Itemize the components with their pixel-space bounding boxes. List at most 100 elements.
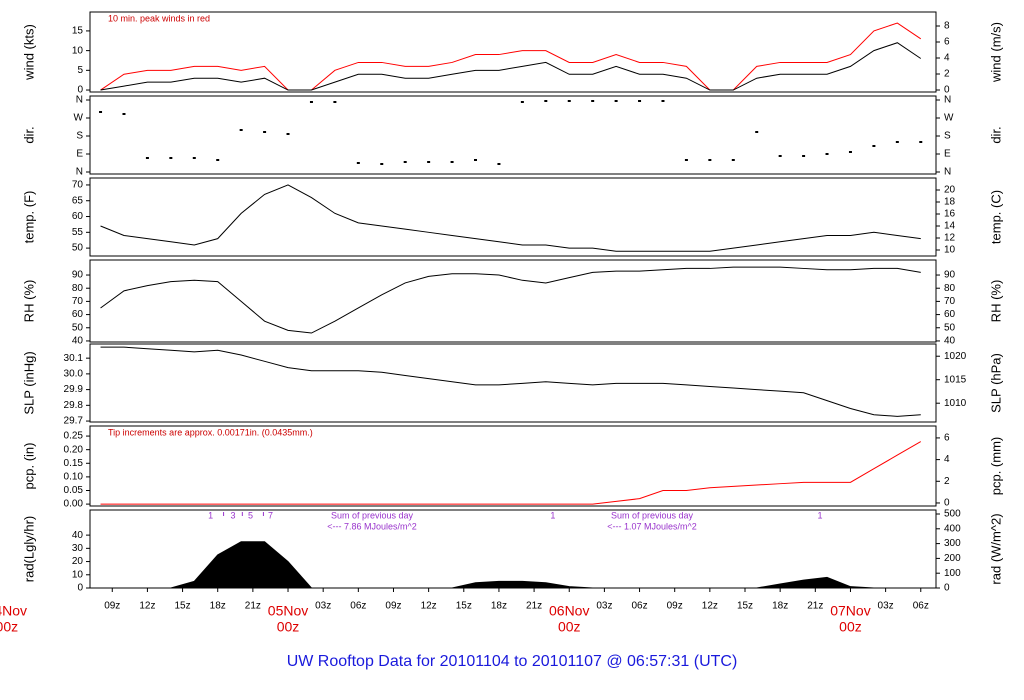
panel-frame <box>89 343 937 423</box>
dir-point <box>356 162 360 164</box>
dir-point <box>309 101 313 103</box>
y-tick-label: 30.1 <box>64 353 84 364</box>
y2-tick-label: 0 <box>944 85 950 96</box>
x-tick-label: 15z <box>456 601 472 612</box>
dir-point <box>638 100 642 102</box>
dir-point <box>145 157 149 159</box>
x-tick-label: 06z <box>631 601 647 612</box>
y-tick-label: 0.20 <box>64 444 84 455</box>
y-tick-label: 40 <box>72 336 84 347</box>
y2-axis-label: SLP (hPa) <box>988 353 1003 413</box>
annotation: Sum of previous day <box>331 510 414 520</box>
y-tick-label: 15 <box>72 26 84 37</box>
dir-point <box>684 159 688 161</box>
x-day-label: 05Nov <box>268 603 308 619</box>
x-day-label: 06Nov <box>549 603 589 619</box>
annotation: 10 min. peak winds in red <box>108 13 210 23</box>
y-tick-label: 29.8 <box>64 400 84 411</box>
dir-point <box>731 159 735 161</box>
y-axis-label: RH (%) <box>21 280 36 323</box>
dir-point <box>403 161 407 163</box>
x-tick-label: 15z <box>737 601 753 612</box>
x-tick-label: 18z <box>772 601 788 612</box>
y2-tick-label: 0 <box>944 498 950 509</box>
x-tick-label: 09z <box>385 601 401 612</box>
y2-tick-label: 14 <box>944 221 956 232</box>
y2-tick-label: 12 <box>944 233 956 244</box>
y-tick-label: 60 <box>72 211 84 222</box>
series-line <box>100 441 922 505</box>
dir-point <box>755 131 759 133</box>
x-tick-label: 15z <box>175 601 191 612</box>
x-tick-label: 21z <box>807 601 823 612</box>
dir-point <box>122 113 126 115</box>
y2-tick-label: 18 <box>944 197 956 208</box>
y-tick-label: 10 <box>72 569 84 580</box>
y-tick-label: 20 <box>72 556 84 567</box>
x-tick-label: 09z <box>667 601 683 612</box>
y-tick-label: 0.15 <box>64 458 84 469</box>
panel-frame <box>89 95 937 175</box>
dir-point <box>99 111 103 113</box>
hour-mark-label: 1 <box>817 510 822 520</box>
dir-point <box>380 163 384 165</box>
x-tick-label: 12z <box>702 601 718 612</box>
dir-point <box>333 101 337 103</box>
y2-tick-label: 60 <box>944 309 956 320</box>
dir-point <box>802 155 806 157</box>
y-tick-label: 60 <box>72 309 84 320</box>
dir-point <box>450 161 454 163</box>
dir-point <box>591 100 595 102</box>
annotation: <--- 7.86 MJoules/m^2 <box>327 521 417 531</box>
x-tick-label: 21z <box>245 601 261 612</box>
y-axis-label: wind (kts) <box>21 24 36 81</box>
series-line <box>100 184 921 252</box>
y2-tick-label: 1020 <box>944 351 967 362</box>
series-line <box>100 42 922 91</box>
y2-tick-label: 50 <box>944 322 956 333</box>
hour-mark-label: 3 <box>230 510 235 520</box>
y2-tick-label: 4 <box>944 454 950 465</box>
x-day-sublabel: 00z <box>277 619 300 635</box>
y-tick-label: 90 <box>72 270 84 281</box>
y2-axis-label: rad (W/m^2) <box>988 513 1003 584</box>
radiation-area <box>100 541 921 589</box>
x-tick-label: 18z <box>210 601 226 612</box>
y-tick-label: 0 <box>77 85 83 96</box>
y-axis-label: rad(Lgly/hr) <box>21 516 36 582</box>
y-axis-label: SLP (inHg) <box>21 351 36 414</box>
x-day-sublabel: 00z <box>0 619 18 635</box>
y-tick-label: 50 <box>72 322 84 333</box>
dir-point <box>474 159 478 161</box>
y-tick-label: 30 <box>72 543 84 554</box>
y-tick-label: 30.0 <box>64 369 84 380</box>
x-day-label: 07Nov <box>830 603 870 619</box>
y2-tick-label: 90 <box>944 270 956 281</box>
y2-tick-label: 500 <box>944 509 961 520</box>
dir-point <box>427 161 431 163</box>
hour-mark-label: 5 <box>248 510 253 520</box>
y2-tick-label: 16 <box>944 209 956 220</box>
dir-point <box>286 133 290 135</box>
y-tick-label: 29.7 <box>64 416 84 427</box>
series-line <box>100 266 921 334</box>
y-axis-label: temp. (F) <box>21 191 36 244</box>
annotation: Tip increments are approx. 0.00171in. (0… <box>108 427 313 437</box>
y-tick-label: 80 <box>72 283 84 294</box>
y-tick-label: S <box>76 131 83 142</box>
y-tick-label: 0.10 <box>64 472 84 483</box>
y2-tick-label: 80 <box>944 283 956 294</box>
y2-axis-label: RH (%) <box>988 280 1003 323</box>
dir-point <box>872 145 876 147</box>
dir-point <box>778 155 782 157</box>
y2-tick-label: 8 <box>944 21 950 32</box>
y-tick-label: N <box>76 95 83 106</box>
y-tick-label: 29.9 <box>64 384 84 395</box>
panel-frame <box>89 11 937 93</box>
y-tick-label: 10 <box>72 45 84 56</box>
y2-tick-label: 2 <box>944 476 950 487</box>
y-tick-label: 5 <box>77 65 83 76</box>
